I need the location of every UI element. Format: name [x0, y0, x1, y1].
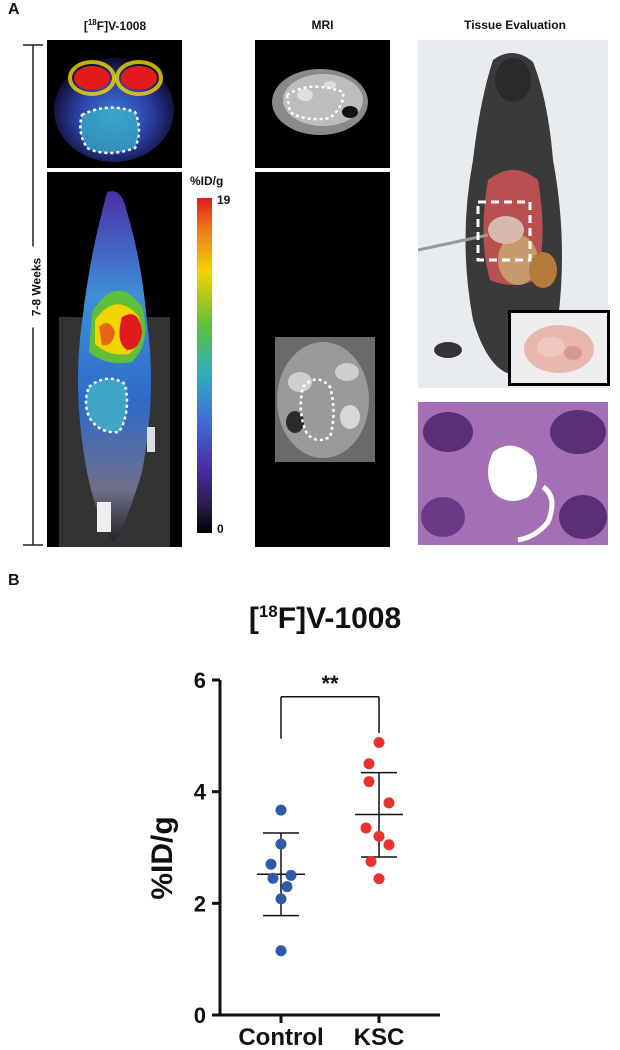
- data-point-control: [275, 893, 287, 905]
- significance-label: **: [321, 671, 339, 696]
- pet-axial-image: [47, 40, 182, 168]
- significance-bracket: **: [280, 671, 380, 739]
- y-tick-label: 2: [194, 891, 206, 916]
- data-point-control: [285, 869, 297, 881]
- panel-a-label: A: [8, 1, 20, 18]
- excised-tumor-inset: [508, 310, 610, 386]
- mri-coronal-image: [255, 172, 390, 547]
- colorbar-max-label: 19: [217, 193, 231, 207]
- data-point-ksc: [365, 855, 377, 867]
- data-point-control: [275, 838, 287, 850]
- data-point-control: [265, 858, 277, 870]
- data-point-ksc: [363, 758, 375, 770]
- y-tick-label: 0: [194, 1003, 206, 1028]
- colorbar: [197, 198, 212, 533]
- pet-column-title: [18F]V-1008: [83, 18, 147, 33]
- colorbar-unit: %ID/g: [190, 174, 224, 188]
- data-point-ksc: [373, 873, 385, 885]
- tissue-column-title: Tissue Evaluation: [464, 18, 566, 32]
- data-point-ksc: [373, 737, 385, 749]
- data-point-control: [275, 945, 287, 957]
- mri-column-title: MRI: [311, 18, 334, 32]
- data-point-control: [267, 872, 279, 884]
- chart-axes: [218, 680, 440, 1017]
- data-point-control: [281, 881, 293, 893]
- data-point-control: [275, 804, 287, 816]
- histology-image: [418, 402, 608, 545]
- x-tick-label: Control: [238, 1024, 323, 1050]
- x-tick-labels: Control KSC: [238, 1015, 404, 1050]
- mri-axial-image: [255, 40, 390, 168]
- data-points: [265, 737, 395, 957]
- scatter-chart: %ID/g 0 2 4 6 Control KSC **: [146, 668, 440, 1050]
- data-point-ksc: [363, 776, 375, 788]
- data-point-ksc: [373, 830, 385, 842]
- data-point-ksc: [383, 797, 395, 809]
- y-axis-label: %ID/g: [146, 816, 179, 899]
- x-tick-label: KSC: [354, 1024, 405, 1050]
- colorbar-min-label: 0: [217, 522, 224, 536]
- data-point-ksc: [360, 822, 372, 834]
- panel-b-label: B: [8, 572, 20, 589]
- timeline-label: 7-8 Weeks: [29, 246, 44, 328]
- y-tick-label: 4: [194, 780, 207, 805]
- y-tick-label: 6: [194, 668, 206, 693]
- chart-title: [18F]V-1008: [248, 602, 402, 635]
- pet-coronal-image: [47, 172, 182, 547]
- data-point-ksc: [383, 839, 395, 851]
- y-ticks: 0 2 4 6: [194, 668, 220, 1028]
